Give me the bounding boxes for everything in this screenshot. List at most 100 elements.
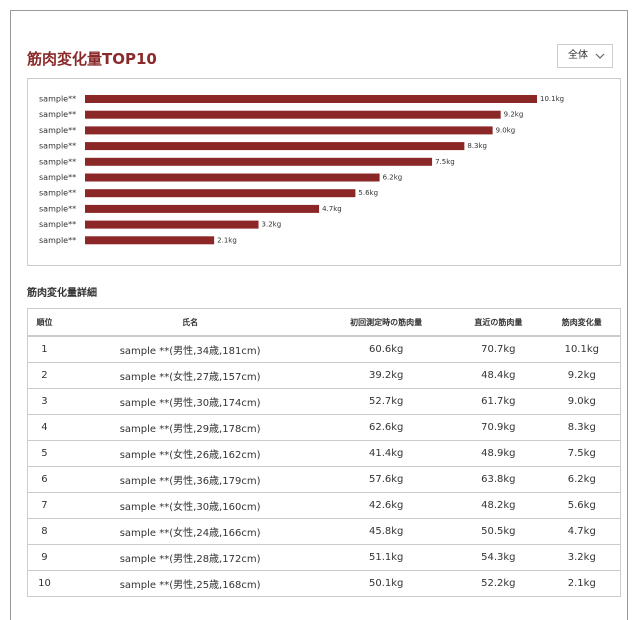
category-label: sample**	[39, 189, 76, 198]
cell: 2.1kg	[543, 570, 621, 597]
column-header: 直近の筋肉量	[453, 308, 544, 337]
bar	[85, 95, 537, 103]
cell: 5	[27, 440, 61, 467]
cell: 50.5kg	[453, 518, 544, 545]
cell: sample **(女性,26歳,162cm)	[60, 440, 320, 467]
table: 順位 氏名 初回測定時の筋肉量 直近の筋肉量 筋肉変化量 1 sample **(男性,34…	[27, 308, 621, 597]
category-label: sample**	[39, 220, 76, 229]
value-label: 8.3kg	[467, 142, 487, 150]
row: 4 sample **(男性,29歳,178cm) 62.6kg 70.9kg 8.3k…	[27, 414, 621, 441]
cell: 51.1kg	[319, 544, 454, 571]
cell: 52.7kg	[319, 388, 454, 415]
value-label: 4.7kg	[322, 205, 342, 213]
category-label: sample**	[39, 173, 76, 182]
value-label: 6.2kg	[383, 174, 403, 182]
cell: sample **(男性,30歳,174cm)	[60, 388, 320, 415]
cell: 61.7kg	[453, 388, 544, 415]
title: 筋肉変化量TOP10	[27, 50, 157, 68]
cell: 3	[27, 388, 61, 415]
cell: 42.6kg	[319, 492, 454, 519]
cell: 9	[27, 544, 61, 571]
value-label: 9.2kg	[504, 111, 524, 119]
cell: 57.6kg	[319, 466, 454, 493]
cell: 4	[27, 414, 61, 441]
cell: 48.4kg	[453, 362, 544, 389]
bar	[85, 157, 433, 166]
cell: 63.8kg	[453, 466, 544, 493]
cell: 7.5kg	[543, 440, 621, 467]
bar	[85, 236, 215, 245]
category-label: sample**	[39, 236, 76, 245]
cell: 60.6kg	[319, 335, 454, 363]
cell: 70.9kg	[453, 414, 544, 441]
column-header: 初回測定時の筋肉量	[319, 308, 454, 337]
cell: sample **(男性,25歳,168cm)	[60, 570, 320, 597]
cell: 70.7kg	[453, 335, 544, 363]
row: 1 sample **(男性,34歳,181cm) 60.6kg 70.7kg 10.1…	[27, 335, 621, 363]
row: 2 sample **(女性,27歳,157cm) 39.2kg 48.4kg 9.2k…	[27, 362, 621, 389]
column-header: 氏名	[60, 308, 320, 337]
cell: 7	[27, 492, 61, 519]
chart: sample** 10.1kg sample** 9.2kg sample** 9.0kg…	[39, 95, 564, 245]
value-label: 7.5kg	[435, 158, 455, 166]
cell: 10	[27, 570, 61, 597]
cell: sample **(男性,28歳,172cm)	[60, 544, 320, 571]
category-label: sample**	[39, 95, 76, 104]
cell: 9.0kg	[543, 388, 621, 415]
cell: 8	[27, 518, 61, 545]
column-header: 筋肉変化量	[543, 308, 621, 337]
bar	[85, 126, 493, 135]
dropdown[interactable]: 全体	[557, 44, 613, 68]
cell: 48.2kg	[453, 492, 544, 519]
category-label: sample**	[39, 157, 76, 166]
row: 6 sample **(男性,36歳,179cm) 57.6kg 63.8kg 6.2k…	[27, 466, 621, 493]
row: 8 sample **(女性,24歳,166cm) 45.8kg 50.5kg 4.7k…	[27, 518, 621, 545]
section-title: 筋肉変化量詳細	[27, 288, 97, 299]
chevron	[595, 53, 605, 59]
category-label: sample**	[39, 204, 76, 213]
bar	[85, 110, 501, 119]
row: 9 sample **(男性,28歳,172cm) 51.1kg 54.3kg 3.2k…	[27, 544, 621, 571]
bar	[85, 142, 465, 151]
cell: 8.3kg	[543, 414, 621, 441]
cell: 62.6kg	[319, 414, 454, 441]
cell: 54.3kg	[453, 544, 544, 571]
row: 3 sample **(男性,30歳,174cm) 52.7kg 61.7kg 9.0k…	[27, 388, 621, 415]
cell: 45.8kg	[319, 518, 454, 545]
column-header: 順位	[27, 308, 61, 337]
cell: 5.6kg	[543, 492, 621, 519]
row: 7 sample **(女性,30歳,160cm) 42.6kg 48.2kg 5.6k…	[27, 492, 621, 519]
bar	[85, 220, 259, 229]
bar	[85, 204, 320, 213]
value-label: 9.0kg	[496, 126, 516, 134]
cell: 3.2kg	[543, 544, 621, 571]
cell: 6	[27, 466, 61, 493]
cell: 48.9kg	[453, 440, 544, 467]
category-label: sample**	[39, 126, 76, 135]
cell: 41.4kg	[319, 440, 454, 467]
bar	[85, 173, 380, 182]
cell: 10.1kg	[543, 335, 621, 363]
cell: 2	[27, 362, 61, 389]
value-label: 5.6kg	[358, 189, 378, 197]
frame	[10, 10, 628, 620]
cell: sample **(男性,34歳,181cm)	[60, 335, 320, 363]
dropdown-label: 全体	[568, 50, 588, 61]
category-label: sample**	[39, 142, 76, 151]
cell: sample **(女性,30歳,160cm)	[60, 492, 320, 519]
header-row: 順位 氏名 初回測定時の筋肉量 直近の筋肉量 筋肉変化量	[27, 308, 621, 337]
category-label: sample**	[39, 110, 76, 119]
cell: 39.2kg	[319, 362, 454, 389]
cell: sample **(女性,24歳,166cm)	[60, 518, 320, 545]
cell: 9.2kg	[543, 362, 621, 389]
bar	[85, 189, 356, 198]
cell: sample **(男性,29歳,178cm)	[60, 414, 320, 441]
chart-box	[27, 78, 621, 266]
row: 5 sample **(女性,26歳,162cm) 41.4kg 48.9kg 7.5k…	[27, 440, 621, 467]
cell: 6.2kg	[543, 466, 621, 493]
cell: 4.7kg	[543, 518, 621, 545]
cell: 1	[27, 335, 61, 363]
cell: sample **(男性,36歳,179cm)	[60, 466, 320, 493]
value-label: 10.1kg	[540, 95, 564, 103]
value-label: 2.1kg	[217, 236, 237, 244]
